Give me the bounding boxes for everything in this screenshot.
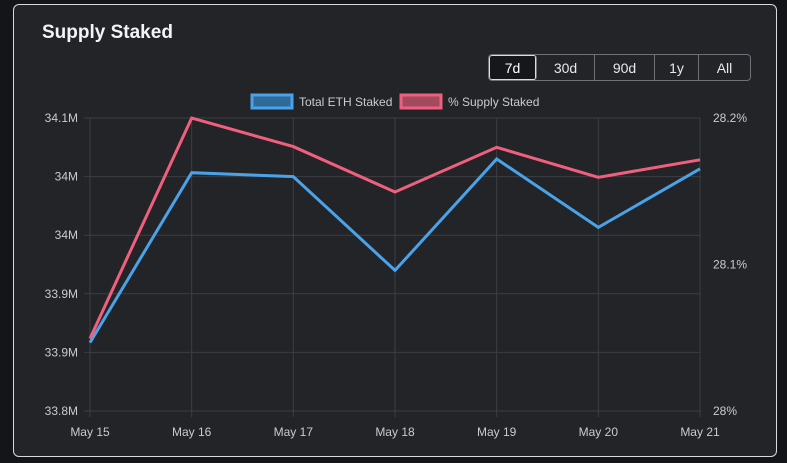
legend-label[interactable]: % Supply Staked bbox=[448, 95, 539, 109]
range-button-90d[interactable]: 90d bbox=[595, 55, 655, 80]
y-left-tick-label: 33.9M bbox=[45, 287, 78, 301]
x-tick-label: May 16 bbox=[172, 425, 212, 439]
time-range-selector: 7d 30d 90d 1y All bbox=[488, 54, 751, 81]
y-right-tick-label: 28.1% bbox=[713, 258, 747, 272]
x-tick-label: May 18 bbox=[375, 425, 415, 439]
series-line-total-eth-staked bbox=[88, 157, 701, 344]
y-right-tick-label: 28% bbox=[713, 404, 737, 418]
y-left-tick-label: 34.1M bbox=[45, 111, 78, 125]
legend-label[interactable]: Total ETH Staked bbox=[299, 95, 392, 109]
y-left-tick-label: 34M bbox=[55, 228, 78, 242]
x-tick-label: May 19 bbox=[477, 425, 517, 439]
card-title: Supply Staked bbox=[42, 22, 173, 43]
range-button-1y[interactable]: 1y bbox=[655, 55, 699, 80]
legend-swatch[interactable] bbox=[399, 93, 443, 110]
y-right-tick-label: 28.2% bbox=[713, 111, 747, 125]
x-tick-label: May 21 bbox=[680, 425, 720, 439]
y-left-tick-label: 33.8M bbox=[45, 404, 78, 418]
range-button-7d[interactable]: 7d bbox=[489, 55, 537, 80]
y-left-tick-label: 34M bbox=[55, 170, 78, 184]
range-button-all[interactable]: All bbox=[699, 55, 750, 80]
y-left-tick-label: 33.9M bbox=[45, 345, 78, 359]
series-line-supply-staked-pct bbox=[88, 116, 701, 340]
range-button-30d[interactable]: 30d bbox=[537, 55, 595, 80]
legend-swatch[interactable] bbox=[250, 93, 294, 110]
x-tick-label: May 17 bbox=[274, 425, 314, 439]
x-tick-label: May 20 bbox=[579, 425, 619, 439]
x-tick-label: May 15 bbox=[70, 425, 110, 439]
